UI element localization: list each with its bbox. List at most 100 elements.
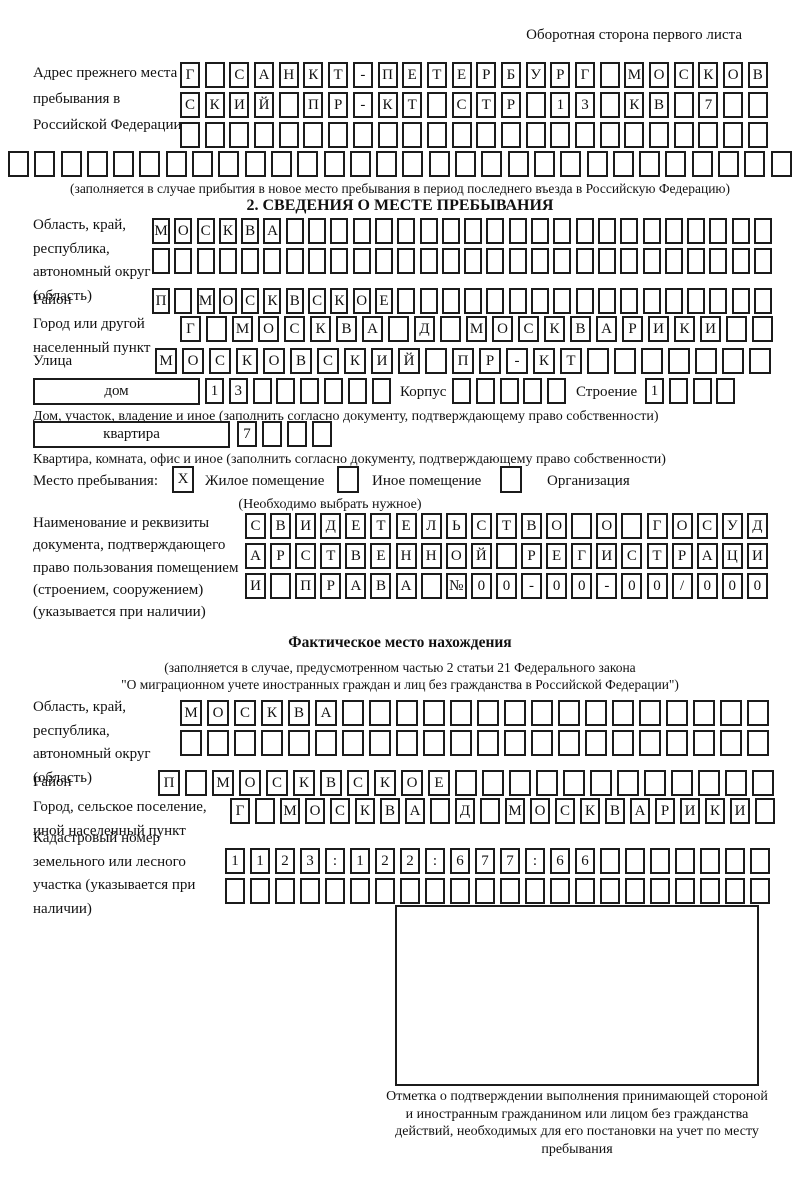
char-cell[interactable] (587, 348, 609, 374)
char-cell[interactable]: К (263, 288, 282, 314)
char-cell[interactable] (425, 348, 447, 374)
char-cell[interactable] (725, 878, 745, 904)
char-cell[interactable] (428, 151, 450, 177)
char-cell[interactable]: О (401, 770, 423, 796)
char-cell[interactable]: О (263, 348, 285, 374)
char-cell[interactable] (531, 730, 553, 756)
char-cell[interactable]: В (370, 573, 392, 599)
char-cell[interactable] (533, 151, 555, 177)
char-cell[interactable] (614, 348, 636, 374)
char-cell[interactable] (328, 122, 349, 148)
char-cell[interactable] (553, 218, 572, 244)
char-cell[interactable] (464, 288, 483, 314)
char-cell[interactable] (396, 700, 418, 726)
char-cell[interactable] (687, 248, 706, 274)
char-cell[interactable]: 2 (275, 848, 295, 874)
char-cell[interactable] (330, 248, 349, 274)
char-cell[interactable] (419, 218, 438, 244)
char-cell[interactable] (722, 348, 744, 374)
char-cell[interactable]: К (261, 700, 283, 726)
char-cell[interactable] (590, 770, 612, 796)
char-cell[interactable]: А (395, 573, 417, 599)
char-cell[interactable] (352, 218, 371, 244)
char-cell[interactable]: К (580, 798, 600, 824)
char-cell[interactable] (649, 122, 670, 148)
char-cell[interactable] (350, 878, 370, 904)
char-cell[interactable]: 0 (696, 573, 718, 599)
char-cell[interactable] (500, 122, 521, 148)
char-cell[interactable] (252, 378, 272, 404)
char-cell[interactable] (397, 248, 416, 274)
char-cell[interactable] (571, 513, 593, 539)
char-cell[interactable] (639, 151, 661, 177)
char-cell[interactable]: Г (575, 62, 595, 88)
char-cell[interactable] (720, 730, 742, 756)
char-cell[interactable] (673, 122, 694, 148)
char-cell[interactable] (300, 378, 320, 404)
char-cell[interactable] (263, 248, 282, 274)
char-cell[interactable]: 1 (350, 848, 370, 874)
char-cell[interactable] (139, 151, 161, 177)
char-cell[interactable] (620, 218, 639, 244)
char-cell[interactable]: К (533, 348, 555, 374)
char-cell[interactable]: С (209, 348, 231, 374)
char-cell[interactable]: О (352, 288, 371, 314)
char-cell[interactable]: Ь (445, 513, 467, 539)
char-cell[interactable] (325, 878, 345, 904)
char-cell[interactable] (642, 218, 661, 244)
char-cell[interactable]: А (345, 573, 367, 599)
char-cell[interactable]: М (152, 218, 170, 244)
char-cell[interactable] (495, 543, 517, 569)
char-cell[interactable]: О (596, 513, 618, 539)
char-cell[interactable]: К (377, 92, 398, 118)
char-cell[interactable] (700, 848, 720, 874)
char-cell[interactable] (597, 248, 616, 274)
char-cell[interactable] (419, 248, 438, 274)
char-cell[interactable] (612, 151, 634, 177)
char-cell[interactable] (525, 122, 546, 148)
char-cell[interactable] (731, 218, 750, 244)
char-cell[interactable] (287, 421, 307, 447)
char-cell[interactable] (165, 151, 187, 177)
char-cell[interactable] (558, 700, 580, 726)
char-cell[interactable]: 1 (645, 378, 664, 404)
char-cell[interactable]: Ц (721, 543, 743, 569)
char-cell[interactable]: А (254, 62, 275, 88)
char-cell[interactable]: - (521, 573, 543, 599)
char-cell[interactable] (599, 122, 620, 148)
char-cell[interactable] (8, 151, 29, 177)
checkbox-organization[interactable] (500, 466, 522, 493)
char-cell[interactable]: - (596, 573, 618, 599)
char-cell[interactable] (204, 62, 225, 88)
char-cell[interactable]: С (555, 798, 575, 824)
char-cell[interactable] (452, 378, 471, 404)
char-cell[interactable]: 6 (575, 848, 595, 874)
char-cell[interactable] (641, 348, 663, 374)
char-cell[interactable] (270, 151, 292, 177)
char-cell[interactable] (709, 288, 728, 314)
char-cell[interactable] (508, 218, 527, 244)
char-cell[interactable] (206, 316, 227, 342)
char-cell[interactable] (464, 248, 483, 274)
char-cell[interactable] (525, 92, 546, 118)
char-cell[interactable]: М (280, 798, 300, 824)
char-cell[interactable] (288, 730, 310, 756)
char-cell[interactable] (330, 218, 349, 244)
char-cell[interactable] (60, 151, 82, 177)
char-cell[interactable]: А (315, 700, 337, 726)
char-cell[interactable]: В (336, 316, 357, 342)
char-cell[interactable] (612, 700, 634, 726)
char-cell[interactable]: М (196, 288, 215, 314)
char-cell[interactable] (720, 700, 742, 726)
char-cell[interactable] (731, 248, 750, 274)
house-type-box[interactable]: дом (33, 378, 200, 405)
char-cell[interactable] (352, 248, 371, 274)
char-cell[interactable] (402, 151, 424, 177)
char-cell[interactable] (441, 248, 460, 274)
char-cell[interactable] (575, 288, 594, 314)
char-cell[interactable]: Т (402, 92, 423, 118)
char-cell[interactable]: И (596, 543, 618, 569)
char-cell[interactable] (174, 288, 193, 314)
char-cell[interactable]: Т (370, 513, 392, 539)
char-cell[interactable]: И (371, 348, 393, 374)
